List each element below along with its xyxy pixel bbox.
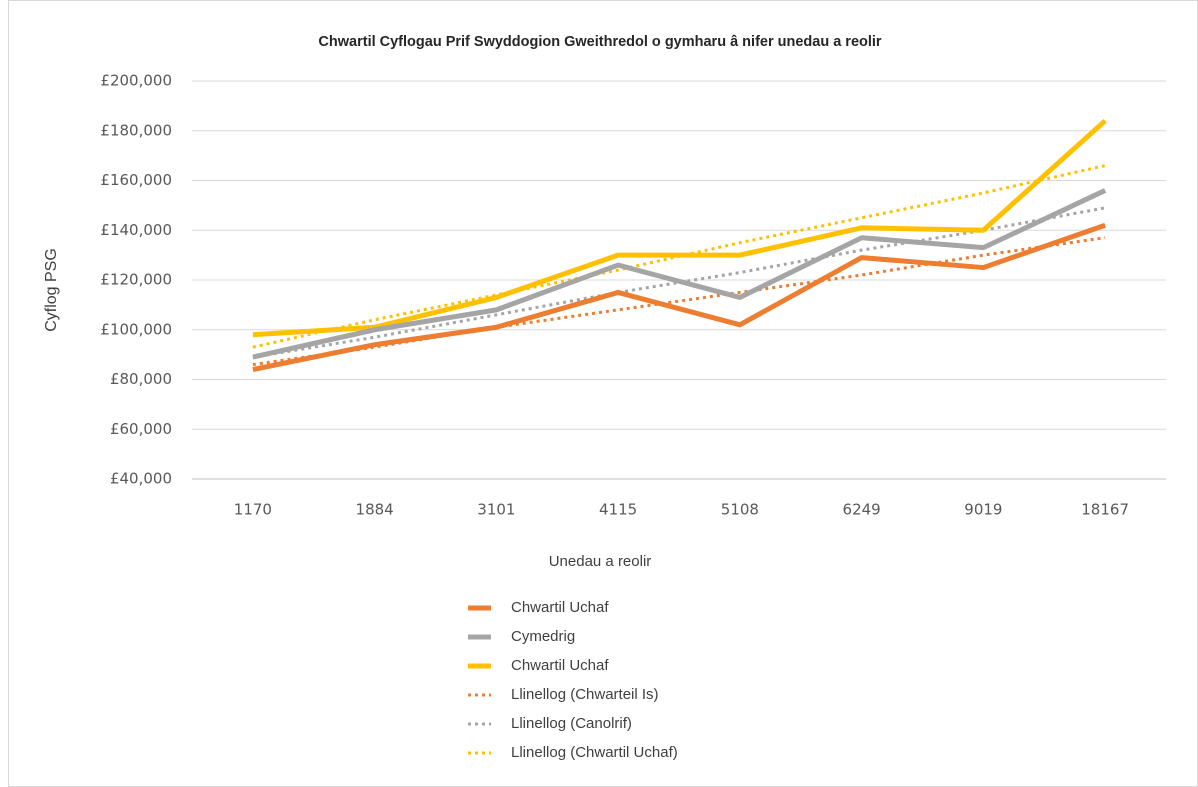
y-tick-label: £180,000 bbox=[100, 121, 172, 139]
legend-label: Cymedrig bbox=[511, 628, 575, 645]
chart-title: Chwartil Cyflogau Prif Swyddogion Gweith… bbox=[318, 34, 882, 50]
y-tick-label: £140,000 bbox=[100, 221, 172, 239]
chart-frame bbox=[8, 0, 1198, 787]
x-tick-label: 1884 bbox=[356, 501, 394, 519]
x-tick-label: 1170 bbox=[234, 501, 272, 519]
y-tick-label: £120,000 bbox=[100, 271, 172, 289]
y-tick-label: £40,000 bbox=[110, 470, 172, 488]
legend-label: Llinellog (Chwarteil Is) bbox=[511, 686, 659, 703]
legend-label: Llinellog (Canolrif) bbox=[511, 715, 632, 732]
y-tick-label: £200,000 bbox=[100, 72, 172, 90]
y-tick-label: £160,000 bbox=[100, 171, 172, 189]
x-tick-label: 3101 bbox=[477, 501, 515, 519]
y-tick-label: £60,000 bbox=[110, 420, 172, 438]
series-line bbox=[252, 222, 1106, 372]
x-tick-label: 4115 bbox=[599, 501, 637, 519]
series-line bbox=[252, 118, 1107, 338]
x-tick-label: 6249 bbox=[843, 501, 881, 519]
legend-label: Llinellog (Chwartil Uchaf) bbox=[511, 744, 678, 761]
x-tick-label: 18167 bbox=[1081, 501, 1129, 519]
x-tick-label: 5108 bbox=[721, 501, 759, 519]
series-line bbox=[252, 188, 1107, 360]
y-tick-label: £80,000 bbox=[110, 370, 172, 388]
y-tick-label: £100,000 bbox=[100, 320, 172, 338]
x-tick-label: 9019 bbox=[964, 501, 1002, 519]
x-axis-label: Unedau a reolir bbox=[549, 553, 652, 570]
legend-label: Chwartil Uchaf bbox=[511, 657, 609, 674]
legend-label: Chwartil Uchaf bbox=[511, 599, 609, 616]
y-axis-label: Cyflog PSG bbox=[43, 248, 60, 332]
